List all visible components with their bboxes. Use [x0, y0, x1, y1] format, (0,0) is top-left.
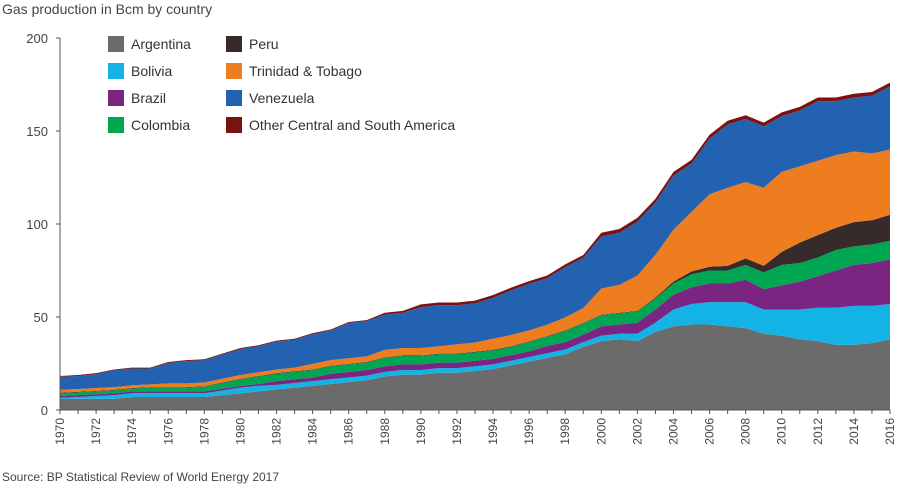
x-tick-label: 1980	[233, 418, 247, 445]
x-tick-label: 1984	[306, 418, 320, 445]
x-tick-label: 1996	[522, 418, 536, 445]
legend-swatch-venezuela	[226, 90, 242, 106]
x-tick-label: 2014	[847, 418, 861, 445]
x-tick-label: 2006	[703, 418, 717, 445]
area-argentina	[60, 324, 890, 410]
x-tick-label: 2004	[666, 418, 680, 445]
y-tick-label: 200	[26, 31, 48, 46]
legend-label-colombia: Colombia	[131, 117, 190, 133]
legend-label-peru: Peru	[249, 36, 279, 52]
x-tick-label: 1970	[53, 418, 67, 445]
legend-swatch-trinidad-tobago	[226, 63, 242, 79]
legend-label-venezuela: Venezuela	[249, 90, 315, 106]
legend-swatch-other-central-and-south-america	[226, 117, 242, 133]
y-tick-label: 100	[26, 217, 48, 232]
legend-label-brazil: Brazil	[131, 90, 166, 106]
x-tick-label: 1992	[450, 418, 464, 445]
area-trinidad-tobago	[60, 149, 890, 393]
y-tick-label: 0	[41, 403, 48, 418]
x-tick-label: 1990	[414, 418, 428, 445]
x-tick-label: 1972	[89, 418, 103, 445]
area-brazil	[60, 259, 890, 398]
x-tick-label: 1978	[197, 418, 211, 445]
x-tick-label: 1986	[342, 418, 356, 445]
legend-swatch-brazil	[108, 90, 124, 106]
x-tick-label: 2016	[883, 418, 897, 445]
x-tick-label: 2012	[811, 418, 825, 445]
chart-title: Gas production in Bcm by country	[2, 1, 213, 17]
legend-label-argentina: Argentina	[131, 36, 191, 52]
x-tick-label: 1982	[270, 418, 284, 445]
area-colombia	[60, 240, 890, 397]
legend-swatch-argentina	[108, 36, 124, 52]
x-tick-label: 2000	[594, 418, 608, 445]
legend-swatch-colombia	[108, 117, 124, 133]
x-tick-label: 2008	[739, 418, 753, 445]
x-tick-label: 2002	[630, 418, 644, 445]
x-tick-label: 1974	[125, 418, 139, 445]
chart-source: Source: BP Statistical Review of World E…	[2, 470, 280, 484]
legend-label-bolivia: Bolivia	[131, 63, 172, 79]
x-tick-label: 2010	[775, 418, 789, 445]
area-venezuela	[60, 86, 890, 390]
axes: 0 50 100 150 200 1970 1972 1974 1976 1978 1980 1982…	[26, 31, 897, 445]
legend-label-trinidad-tobago: Trinidad & Tobago	[249, 63, 362, 79]
y-tick-label: 150	[26, 124, 48, 139]
legend-swatch-bolivia	[108, 63, 124, 79]
legend-label-other-central-and-south-america: Other Central and South America	[249, 117, 455, 133]
area-layer	[60, 82, 890, 410]
legend: Argentina Bolivia Brazil Colombia Peru Trinid…	[108, 36, 455, 133]
legend-swatch-peru	[226, 36, 242, 52]
x-tick-label: 1998	[558, 418, 572, 445]
x-tick-label: 1988	[378, 418, 392, 445]
y-tick-label: 50	[34, 310, 48, 325]
x-tick-label: 1994	[486, 418, 500, 445]
area-bolivia	[60, 302, 890, 399]
x-tick-label: 1976	[161, 418, 175, 445]
